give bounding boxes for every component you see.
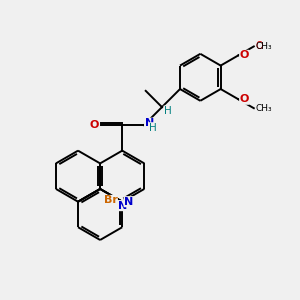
Text: N: N — [118, 201, 127, 211]
Text: O: O — [256, 41, 263, 51]
Text: H: H — [149, 123, 157, 133]
Text: CH₃: CH₃ — [255, 42, 272, 51]
Text: O: O — [240, 50, 249, 60]
Text: CH₃: CH₃ — [255, 104, 272, 113]
Text: O: O — [89, 120, 99, 130]
Text: N: N — [145, 118, 154, 128]
Text: H: H — [164, 106, 172, 116]
Text: N: N — [124, 197, 134, 207]
Text: Br: Br — [103, 195, 117, 206]
Text: O: O — [240, 94, 249, 104]
